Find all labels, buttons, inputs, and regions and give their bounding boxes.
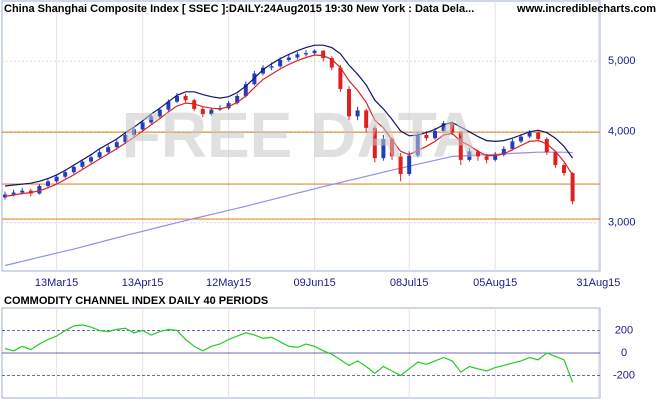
candle-body [243,84,248,96]
candle-body [20,190,25,193]
candle-body [441,123,446,131]
candle-body [71,166,76,173]
candle-body [347,88,351,117]
indicator-line [4,44,574,187]
x-tick-label: 09Jun15 [293,277,335,289]
candle-body [140,122,145,130]
candle-body [527,132,532,137]
candle-body [80,161,85,167]
x-tick-label: 13Apr15 [122,277,164,289]
candle-body [226,103,231,109]
candle-body [372,127,377,159]
candle-body [295,54,300,58]
candle-body [286,57,291,60]
candle-body [269,66,274,68]
candle-body [553,152,558,166]
candle-body [63,172,68,177]
candle-body [261,67,265,74]
candle-body [132,129,136,135]
cci-line [4,324,574,383]
x-tick-label: 05Aug15 [473,277,517,289]
candle-body [11,192,16,195]
candle-body [544,138,549,153]
candle-body [114,142,119,148]
candle-body [278,59,283,67]
watermark: FREE DATA [122,99,479,171]
candle-body [467,151,472,160]
candle-body [501,148,506,155]
price-frame [1,0,601,272]
y-tick-label: 0 [621,347,627,359]
candle-body [166,101,171,110]
candle-body [519,136,523,142]
candle-body [424,134,429,139]
candle-body [562,165,566,174]
candle-body [183,95,188,101]
y-tick-label: 5,000 [608,55,636,67]
candle-body [493,154,498,160]
y-tick-label: 4,000 [608,126,636,138]
candle-body [149,116,154,123]
candle-body [37,185,42,194]
y-tick-label: 200 [615,324,633,336]
candle-body [338,67,343,89]
chart-title: China Shanghai Composite Index [ SSEC ]:… [4,3,474,15]
candle-body [321,50,326,59]
candle-body [536,132,541,139]
candle-body [476,151,480,157]
y-tick-label: -200 [613,369,635,381]
candle-body [415,134,420,156]
cci-title: COMMODITY CHANNEL INDEX DAILY 40 PERIODS [4,295,268,307]
candle-body [106,147,111,153]
candle-body [123,134,128,143]
candle-body [381,138,386,159]
site: www.incrediblecharts.com [516,3,656,15]
candle-body [192,100,197,109]
candle-body [54,176,59,182]
candle-body [458,132,463,160]
candle-body [390,138,394,157]
candle-body [450,123,455,133]
candle-body [407,155,412,174]
candle-body [355,110,360,117]
candle-body [209,109,214,115]
candle-body [484,156,489,160]
y-tick-label: 3,000 [608,217,636,229]
x-tick-label: 08Jul15 [390,277,429,289]
candle-body [398,156,403,174]
x-tick-label: 13Mar15 [35,277,78,289]
candle-body [433,130,437,139]
candle-body [364,110,369,128]
candle-body [46,181,50,186]
candle-body [235,95,240,104]
candle-body [200,108,205,115]
candle-body [312,50,317,54]
candle-body [570,173,575,202]
candle-body [97,152,102,158]
candle-body [510,141,515,149]
indicator-line [4,54,574,197]
candle-body [304,53,308,55]
candle-body [157,109,162,117]
candle-body [175,95,179,102]
candle-body [329,58,334,68]
candle-body [89,157,93,162]
x-tick-label: 31Aug15 [576,277,620,289]
x-tick-label: 12May15 [206,277,251,289]
